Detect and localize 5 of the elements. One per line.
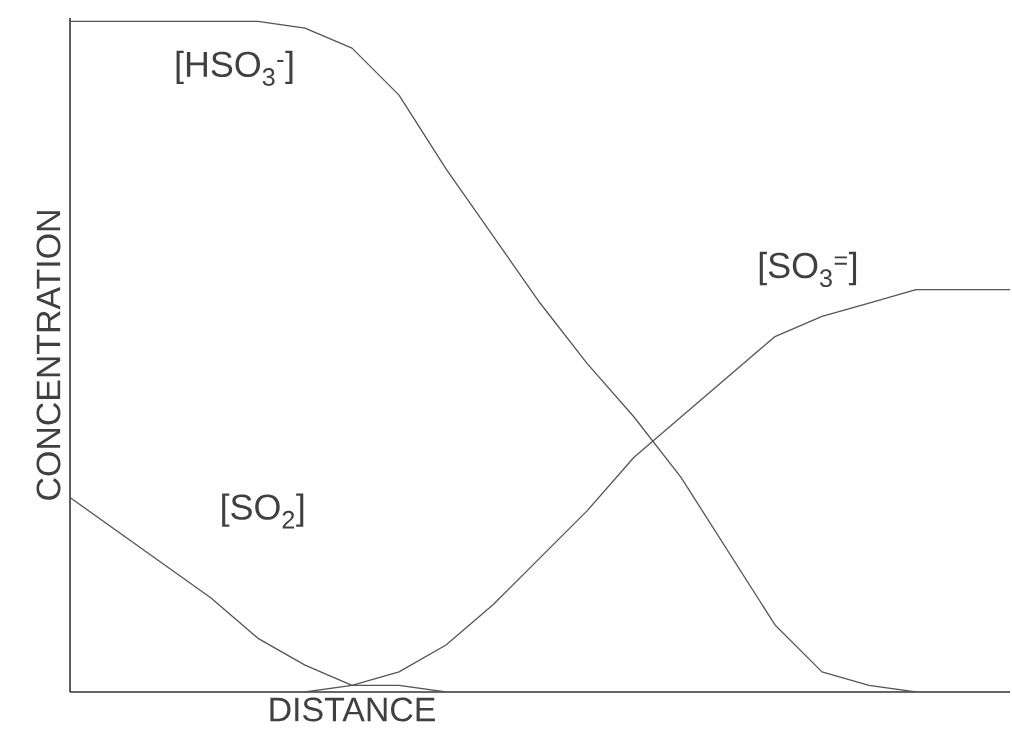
y-axis-title: CONCENTRATION [36, 211, 61, 500]
x-axis-title: DISTANCE [270, 697, 435, 722]
series-label: [SO$_{2}$] [222, 493, 304, 529]
series-label: [HSO$_{3}$$^{-}$] [176, 50, 293, 86]
series-label: [SO$_{3}$$^{=}$] [759, 251, 857, 288]
